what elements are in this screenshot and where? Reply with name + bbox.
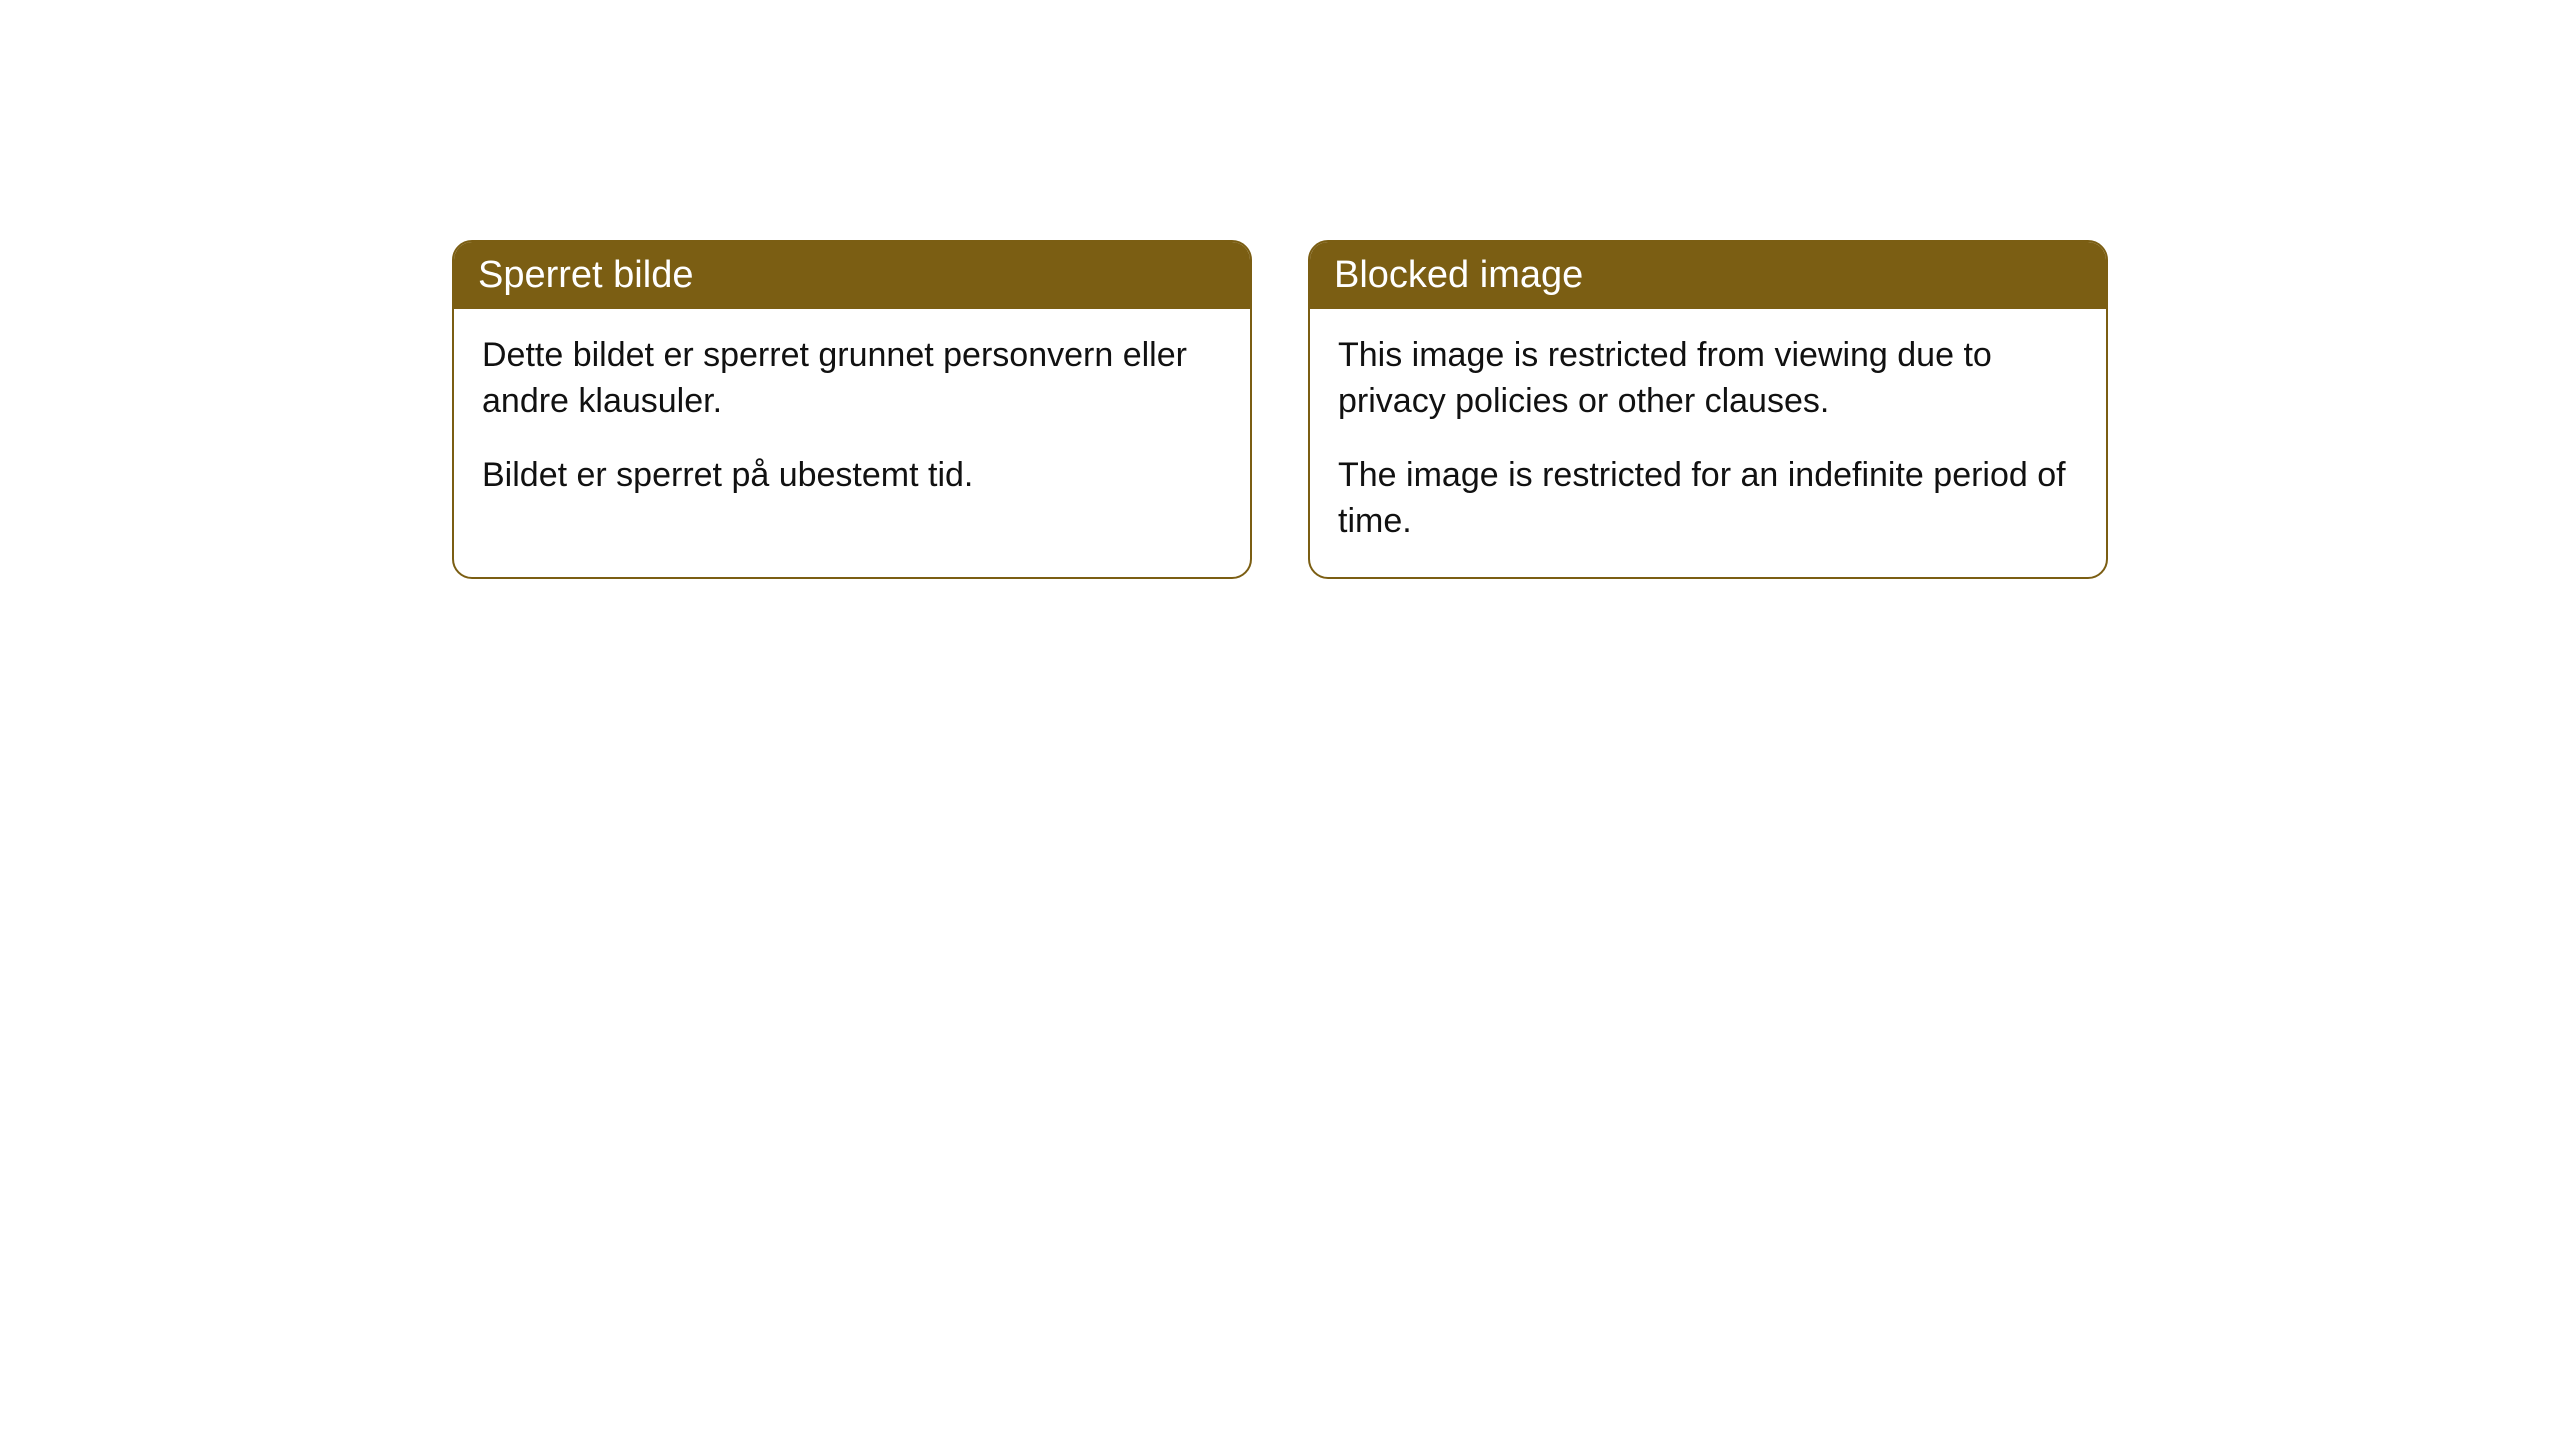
card-body-english: This image is restricted from viewing du… — [1310, 309, 2106, 577]
card-text-norwegian-1: Dette bildet er sperret grunnet personve… — [482, 333, 1222, 425]
card-text-english-2: The image is restricted for an indefinit… — [1338, 453, 2078, 545]
card-norwegian: Sperret bilde Dette bildet er sperret gr… — [452, 240, 1252, 579]
card-text-norwegian-2: Bildet er sperret på ubestemt tid. — [482, 453, 1222, 499]
card-body-norwegian: Dette bildet er sperret grunnet personve… — [454, 309, 1250, 531]
card-header-english: Blocked image — [1310, 242, 2106, 309]
cards-container: Sperret bilde Dette bildet er sperret gr… — [452, 240, 2108, 579]
card-text-english-1: This image is restricted from viewing du… — [1338, 333, 2078, 425]
card-header-norwegian: Sperret bilde — [454, 242, 1250, 309]
card-english: Blocked image This image is restricted f… — [1308, 240, 2108, 579]
